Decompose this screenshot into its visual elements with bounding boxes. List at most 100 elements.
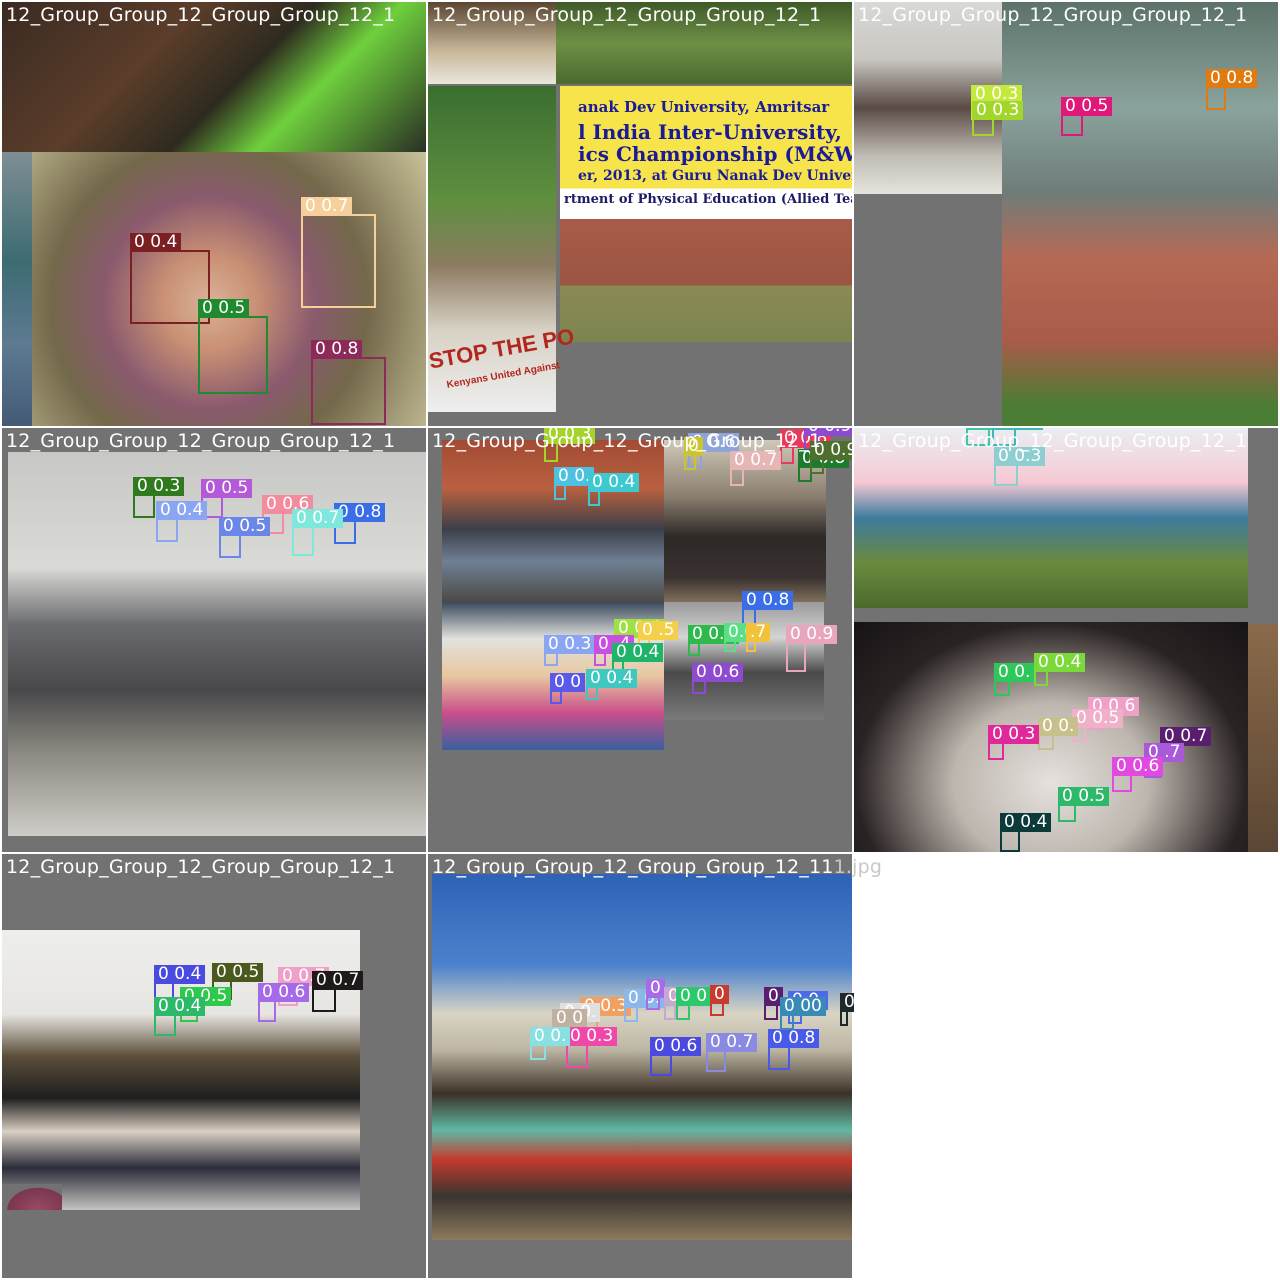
face-detection-box: 0 0 <box>676 987 712 1020</box>
face-detection-box: 0 <box>646 979 665 1010</box>
face-detection-box: 0 0.5 <box>212 963 264 1000</box>
face-detection-box: 0 0.6 <box>1112 757 1164 792</box>
detection-label: 0 <box>710 985 729 1004</box>
tile-photo <box>2 2 426 152</box>
face-detection-box: 0 0.4 <box>1000 813 1052 852</box>
face-detection-box: 0 0.8 <box>311 340 386 425</box>
detection-label: 0 0.5 <box>219 517 271 536</box>
face-detection-box: 0 0. <box>624 989 665 1022</box>
face-detection-box: 0 0. <box>554 467 595 500</box>
detection-label: 0 0.3 <box>544 428 596 444</box>
banner-text-line: rtment of Physical Education (Allied Tea… <box>564 192 852 207</box>
face-detection-box: 0 0. <box>1038 717 1079 750</box>
face-detection-box: 0 0.8 <box>334 503 386 544</box>
face-detection-box: 0 0.6 <box>688 625 740 656</box>
detection-label: 0 0.8 <box>768 1029 820 1048</box>
detection-label: 0 0.9 <box>810 441 852 460</box>
tile-filename: 12_Group_Group_12_Group_Group_12_1 <box>858 4 1248 26</box>
detection-label: 0 0.5 <box>198 299 250 318</box>
detection-label: 0 0.5 <box>201 479 253 498</box>
detection-label: .7 <box>746 623 771 642</box>
detection-label: 0 <box>684 437 703 456</box>
face-detection-box: 0 0.4 <box>156 501 208 542</box>
face-detection-box: 0 0.3 <box>566 1027 618 1068</box>
face-detection-box: 0 <box>664 987 683 1020</box>
detection-label: 0 0.6 <box>1112 757 1164 776</box>
face-detection-box: 0 0.8 <box>1206 69 1258 110</box>
face-detection-box: 0 0.8 <box>742 591 794 634</box>
face-detection-box: 0 0.7 <box>730 451 782 486</box>
detection-label: 0 0.3 <box>994 447 1046 466</box>
mosaic-tile: anak Dev University, Amritsar l India Int… <box>428 2 852 426</box>
face-detection-box: 0 0.5 <box>198 299 268 394</box>
tile-filename: 12_Group_Group_12_Group_Group_12_111.jpg <box>432 854 882 880</box>
face-detection-box: 0 0.3 <box>544 635 596 666</box>
banner-text-line: anak Dev University, Amritsar <box>578 98 830 116</box>
detection-label: 0 0.8 <box>334 503 386 522</box>
tile-filename-main: 12_Group_Group_12_Group_Group_12_11 <box>432 856 834 878</box>
detection-label: 0 0. <box>994 663 1035 682</box>
tile-photo <box>442 440 664 602</box>
detection-label: 0 0 <box>676 987 712 1006</box>
detection-label: 0 0.5 <box>1072 709 1124 728</box>
face-detection-box: 0 0.3 <box>966 428 1018 446</box>
detection-label: 0 0.4 <box>586 669 638 688</box>
tile-photo <box>1248 624 1278 852</box>
face-detection-box: 0 0. <box>530 1027 571 1060</box>
banner-text-line: er, 2013, at Guru Nanak Dev University, … <box>578 168 852 184</box>
detection-label: 0 00 <box>780 997 826 1016</box>
detection-label: 0 0.4 <box>588 473 640 492</box>
face-detection-box: 0 0.9 <box>786 625 838 672</box>
detection-label: 0 0.3 <box>966 428 1018 430</box>
detection-label: 0 0.4 <box>130 233 182 252</box>
face-detection-box: 0 <box>764 987 783 1020</box>
detection-label: 0 0.3 <box>988 725 1040 744</box>
face-detection-box: 0 0.8 <box>768 1029 820 1070</box>
tile-photo <box>2 152 32 426</box>
detection-label: 0 0.9 <box>786 625 838 644</box>
detection-label: 0 0.9 <box>804 428 852 436</box>
tile-filename: 12_Group_Group_12_Group_Group_12_1 <box>6 430 396 452</box>
detection-label: 0 0.3 <box>971 85 1023 104</box>
detection-label: 0 0.4 <box>1034 653 1086 672</box>
detection-label: 0 0.8 <box>311 340 363 359</box>
detection-label: 0 0.6 <box>258 983 310 1002</box>
detection-label: 0 0.4 <box>156 501 208 520</box>
detection-label: 0 0. <box>1038 717 1079 736</box>
face-detection-box: 0 0.5 <box>1058 787 1110 822</box>
detection-label: 0 <box>764 987 783 1006</box>
tile-filename: 12_Group_Group_12_Group_Group_12_1 <box>6 856 396 878</box>
mosaic-tile: 0 0.4 0 0.7 0 0.5 0 0.8 12_Group_Group_12_Gr… <box>2 2 426 426</box>
tile-photo <box>854 428 1248 608</box>
detection-label: 0 0.3 <box>133 477 185 496</box>
tile-photo <box>560 86 852 342</box>
detection-label: 0 0.7 <box>301 197 353 216</box>
face-detection-box: 0 0.3 <box>133 477 185 518</box>
mosaic-tile <box>854 854 1278 1278</box>
face-detection-box: 0 0.4 <box>130 233 210 324</box>
banner-text-line: l India Inter-University, <box>578 120 842 144</box>
face-detection-box: 0 00 <box>780 997 826 1030</box>
banner-text-line: ics Championship (M&W) <box>578 142 852 166</box>
tile-photo <box>432 874 852 1240</box>
face-detection-box: 0 0.5 <box>201 479 253 518</box>
face-detection-box: 0 0.3 <box>988 725 1040 760</box>
detection-label: 0 0.7 <box>1160 727 1212 746</box>
face-detection-box: 0 0.4 <box>154 997 206 1036</box>
tile-photo <box>428 2 556 84</box>
mosaic-tile: 0 0.30 0.60 0.80 0.90 0.70 0.80 0.900 0.… <box>428 428 852 852</box>
detection-label: 0 0.7 <box>730 451 782 470</box>
detection-label: 0 0.7 <box>292 509 344 528</box>
face-detection-box: 0 .4 <box>594 635 635 666</box>
face-detection-box: 0 0.3 <box>972 101 1024 136</box>
face-detection-box: 0 0.7 <box>301 197 376 308</box>
face-detection-box: 0 0.4 <box>612 643 664 674</box>
tile-photo <box>664 602 824 720</box>
face-detection-box: 0 0.7 <box>312 971 364 1012</box>
face-detection-box: 0 0.5 <box>219 517 271 558</box>
detection-label: 0 0.7 <box>312 971 364 990</box>
detection-label: 0 <box>646 979 665 998</box>
face-detection-box: 0 0.7 <box>706 1033 758 1072</box>
detection-label: 0 .5 <box>638 621 679 640</box>
